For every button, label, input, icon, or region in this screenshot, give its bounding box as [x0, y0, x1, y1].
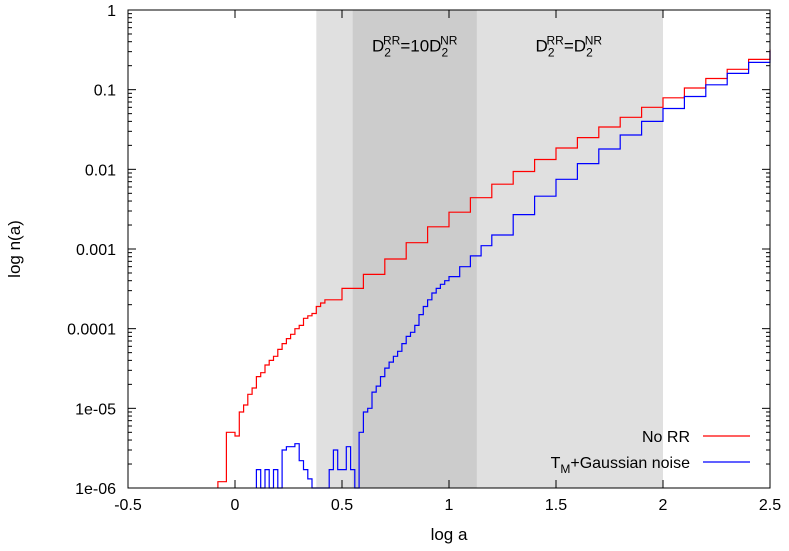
series-lines [217, 49, 771, 489]
legend-label-2: TM+Gaussian noise [551, 455, 691, 476]
y-tick-label: 1 [107, 3, 116, 20]
axis-ticks: -0.5 0 0.5 1 1.5 2 2.5 1 0.1 0.01 0.001 0.0001 1e-05… [67, 3, 781, 514]
shaded-regions [316, 10, 663, 488]
x-tick-label: 0 [231, 497, 240, 514]
x-tick-label: 2 [659, 497, 668, 514]
x-tick-label: 2.5 [759, 497, 781, 514]
series-line-1 [217, 49, 771, 488]
y-tick-label: 0.001 [76, 242, 116, 259]
y-axis-label: log n(a) [5, 220, 24, 278]
x-tick-label: 1.5 [545, 497, 567, 514]
y-tick-label: 1e-06 [75, 481, 116, 498]
x-axis-label: log a [431, 525, 468, 544]
y-tick-label: 1e-05 [75, 401, 116, 418]
region-annotation-1: D2RR=10D2NR [372, 34, 458, 60]
series-line-2 [255, 50, 771, 489]
x-tick-label: 0.5 [331, 497, 353, 514]
region-annotation-2: D2RR=D2NR [536, 34, 603, 60]
x-tick-label: -0.5 [114, 497, 142, 514]
x-tick-label: 1 [445, 497, 454, 514]
y-tick-label: 0.1 [94, 83, 116, 100]
shaded-region-2 [352, 10, 477, 488]
y-tick-label: 0.0001 [67, 322, 116, 339]
y-tick-label: 0.01 [85, 162, 116, 179]
legend: No RR TM+Gaussian noise [551, 429, 750, 476]
region-annotations: D2RR=10D2NR D2RR=D2NR [372, 34, 602, 60]
legend-label-1: No RR [642, 429, 690, 446]
